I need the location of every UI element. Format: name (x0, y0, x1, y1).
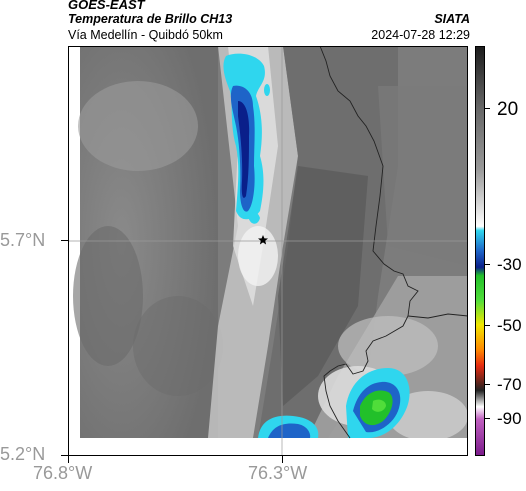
star-icon (258, 235, 268, 245)
map-border (68, 46, 468, 456)
lon-tick (68, 456, 69, 463)
colorbar-tick (485, 418, 490, 419)
lon-tick (282, 456, 283, 463)
lon-label: 76.8°W (33, 463, 93, 483)
colorbar-tick (485, 325, 490, 326)
colorbar-tick (485, 108, 490, 109)
colorbar-tick (485, 264, 490, 265)
product-title: Temperatura de Brillo CH13 (68, 12, 233, 26)
timestamp: 2024-07-28 12:29 (371, 28, 470, 42)
colorbar-label: -70 (497, 375, 522, 394)
border-line (319, 46, 419, 439)
no-data-strip (80, 438, 468, 456)
satellite-name: GOES-EAST (68, 0, 145, 12)
lon-label: 76.3°W (248, 463, 308, 483)
lat-label: 5.2°N (0, 444, 46, 464)
colorbar-tick (485, 384, 490, 385)
lat-label: 5.7°N (0, 230, 46, 250)
route-label: Vía Medellín - Quibdó 50km (68, 28, 223, 42)
cold-cloud-band (223, 53, 270, 224)
colorbar-label: -50 (497, 316, 522, 335)
colorbar-label: 20 (497, 99, 519, 120)
border-line-east (407, 313, 468, 319)
cold-cloud-south (258, 368, 410, 438)
satellite-map[interactable] (68, 46, 468, 456)
colorbar-label: -90 (497, 409, 522, 428)
source-label: SIATA (434, 12, 470, 26)
brightness-field (73, 46, 468, 441)
colorbar (475, 46, 485, 456)
lat-tick (61, 240, 68, 241)
colorbar-label: -30 (497, 255, 522, 274)
lat-tick (61, 455, 68, 456)
